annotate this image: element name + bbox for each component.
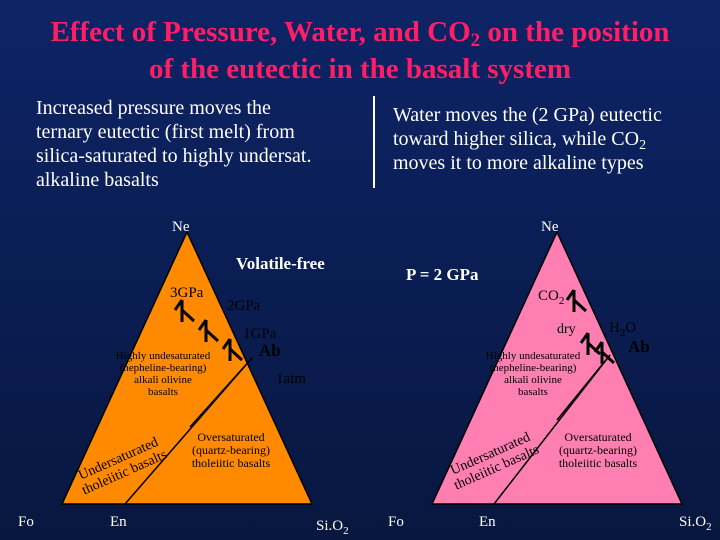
right-co2-label: CO2: [538, 288, 564, 307]
left-caption-line: Increased pressure moves the: [36, 97, 271, 119]
right-field-highly-line: alkali olivine: [504, 374, 562, 386]
right-condition-label: P = 2 GPa: [406, 265, 479, 284]
right-vertex-en: En: [479, 514, 496, 530]
left-field-highly-line: Highly undesaturated: [116, 350, 211, 362]
title-line-2: of the eutectic in the basalt system: [148, 53, 572, 85]
left-field-oversaturated: Oversaturated (quartz-bearing) tholeiiti…: [192, 430, 271, 470]
left-condition-label: Volatile-free: [236, 254, 325, 273]
right-eutectic-h2o: [593, 341, 616, 365]
right-caption-line: Water moves the (2 GPa) eutectic: [393, 104, 662, 126]
right-field-highly-line: Highly undesaturated: [486, 350, 581, 362]
right-eutectic-co2: [565, 289, 588, 313]
left-eutectic-2gpa: [197, 319, 220, 343]
left-field-highly-undersaturated: Highly undesaturated (nepheline-bearing)…: [116, 350, 211, 398]
right-apex-label: Ne: [541, 219, 559, 235]
right-dry-label: dry: [557, 322, 576, 337]
left-field-over-line: tholeiitic basalts: [192, 456, 271, 470]
left-ab-label: Ab: [259, 341, 281, 360]
left-caption-line: alkaline basalts: [36, 169, 159, 191]
right-eutectic-dry: [579, 332, 602, 356]
left-field-highly-line: basalts: [148, 386, 178, 398]
left-vertex-sio2: Si.O2: [316, 518, 349, 537]
right-ab-label: Ab: [628, 337, 650, 356]
right-field-highly-undersaturated: Highly undesaturated (nepheline-bearing)…: [486, 350, 581, 398]
left-apex-label: Ne: [172, 219, 190, 235]
right-field-over-line: Oversaturated: [564, 430, 631, 444]
right-caption-line: moves it to more alkaline types: [393, 152, 644, 174]
left-pressure-3gpa: 3GPa: [170, 285, 204, 301]
left-field-highly-line: alkali olivine: [134, 374, 192, 386]
right-h2o-label: H2O: [609, 320, 636, 339]
left-eutectic-1gpa: [221, 338, 244, 362]
left-eutectic-3gpa: [173, 299, 196, 323]
left-triangle: [60, 230, 314, 505]
left-field-over-line: Oversaturated: [197, 430, 264, 444]
right-caption-line: toward higher silica, while CO2: [393, 128, 647, 153]
left-pressure-1atm: 1atm: [276, 371, 306, 387]
right-boundary-1atm: [556, 354, 611, 421]
right-vertex-sio2: Si.O2: [679, 514, 712, 533]
left-field-highly-line: (nepheline-bearing): [120, 362, 207, 374]
left-boundary-1atm: [189, 357, 253, 428]
right-caption: Water moves the (2 GPa) eutectic toward …: [393, 103, 718, 175]
left-caption: Increased pressure moves the ternary eut…: [36, 96, 381, 192]
right-triangle: [430, 230, 684, 505]
left-caption-line: ternary eutectic (first melt) from: [36, 121, 295, 143]
right-field-over-line: (quartz-bearing): [559, 443, 637, 457]
left-vertex-fo: Fo: [18, 514, 34, 530]
left-field-over-line: (quartz-bearing): [192, 443, 270, 457]
right-field-highly-line: basalts: [518, 386, 548, 398]
left-ternary: Ne Volatile-free 3GPa 2GPa 1GPa 1atm Ab …: [18, 219, 349, 537]
right-field-oversaturated: Oversaturated (quartz-bearing) tholeiiti…: [559, 430, 638, 470]
right-field-over-line: tholeiitic basalts: [559, 456, 638, 470]
right-field-highly-line: (nepheline-bearing): [490, 362, 577, 374]
right-ternary: Ne P = 2 GPa CO2 dry H2O Ab Highly undes…: [388, 219, 712, 533]
left-vertex-en: En: [110, 514, 127, 530]
slide-title: Effect of Pressure, Water, and CO2 on th…: [0, 14, 720, 88]
left-caption-line: silica-saturated to highly undersat.: [36, 145, 312, 167]
left-pressure-2gpa: 2GPa: [227, 298, 261, 314]
title-line-1: Effect of Pressure, Water, and CO2 on th…: [50, 16, 670, 51]
left-pressure-1gpa: 1GPa: [243, 326, 277, 342]
caption-divider: [373, 96, 375, 188]
right-vertex-fo: Fo: [388, 514, 404, 530]
